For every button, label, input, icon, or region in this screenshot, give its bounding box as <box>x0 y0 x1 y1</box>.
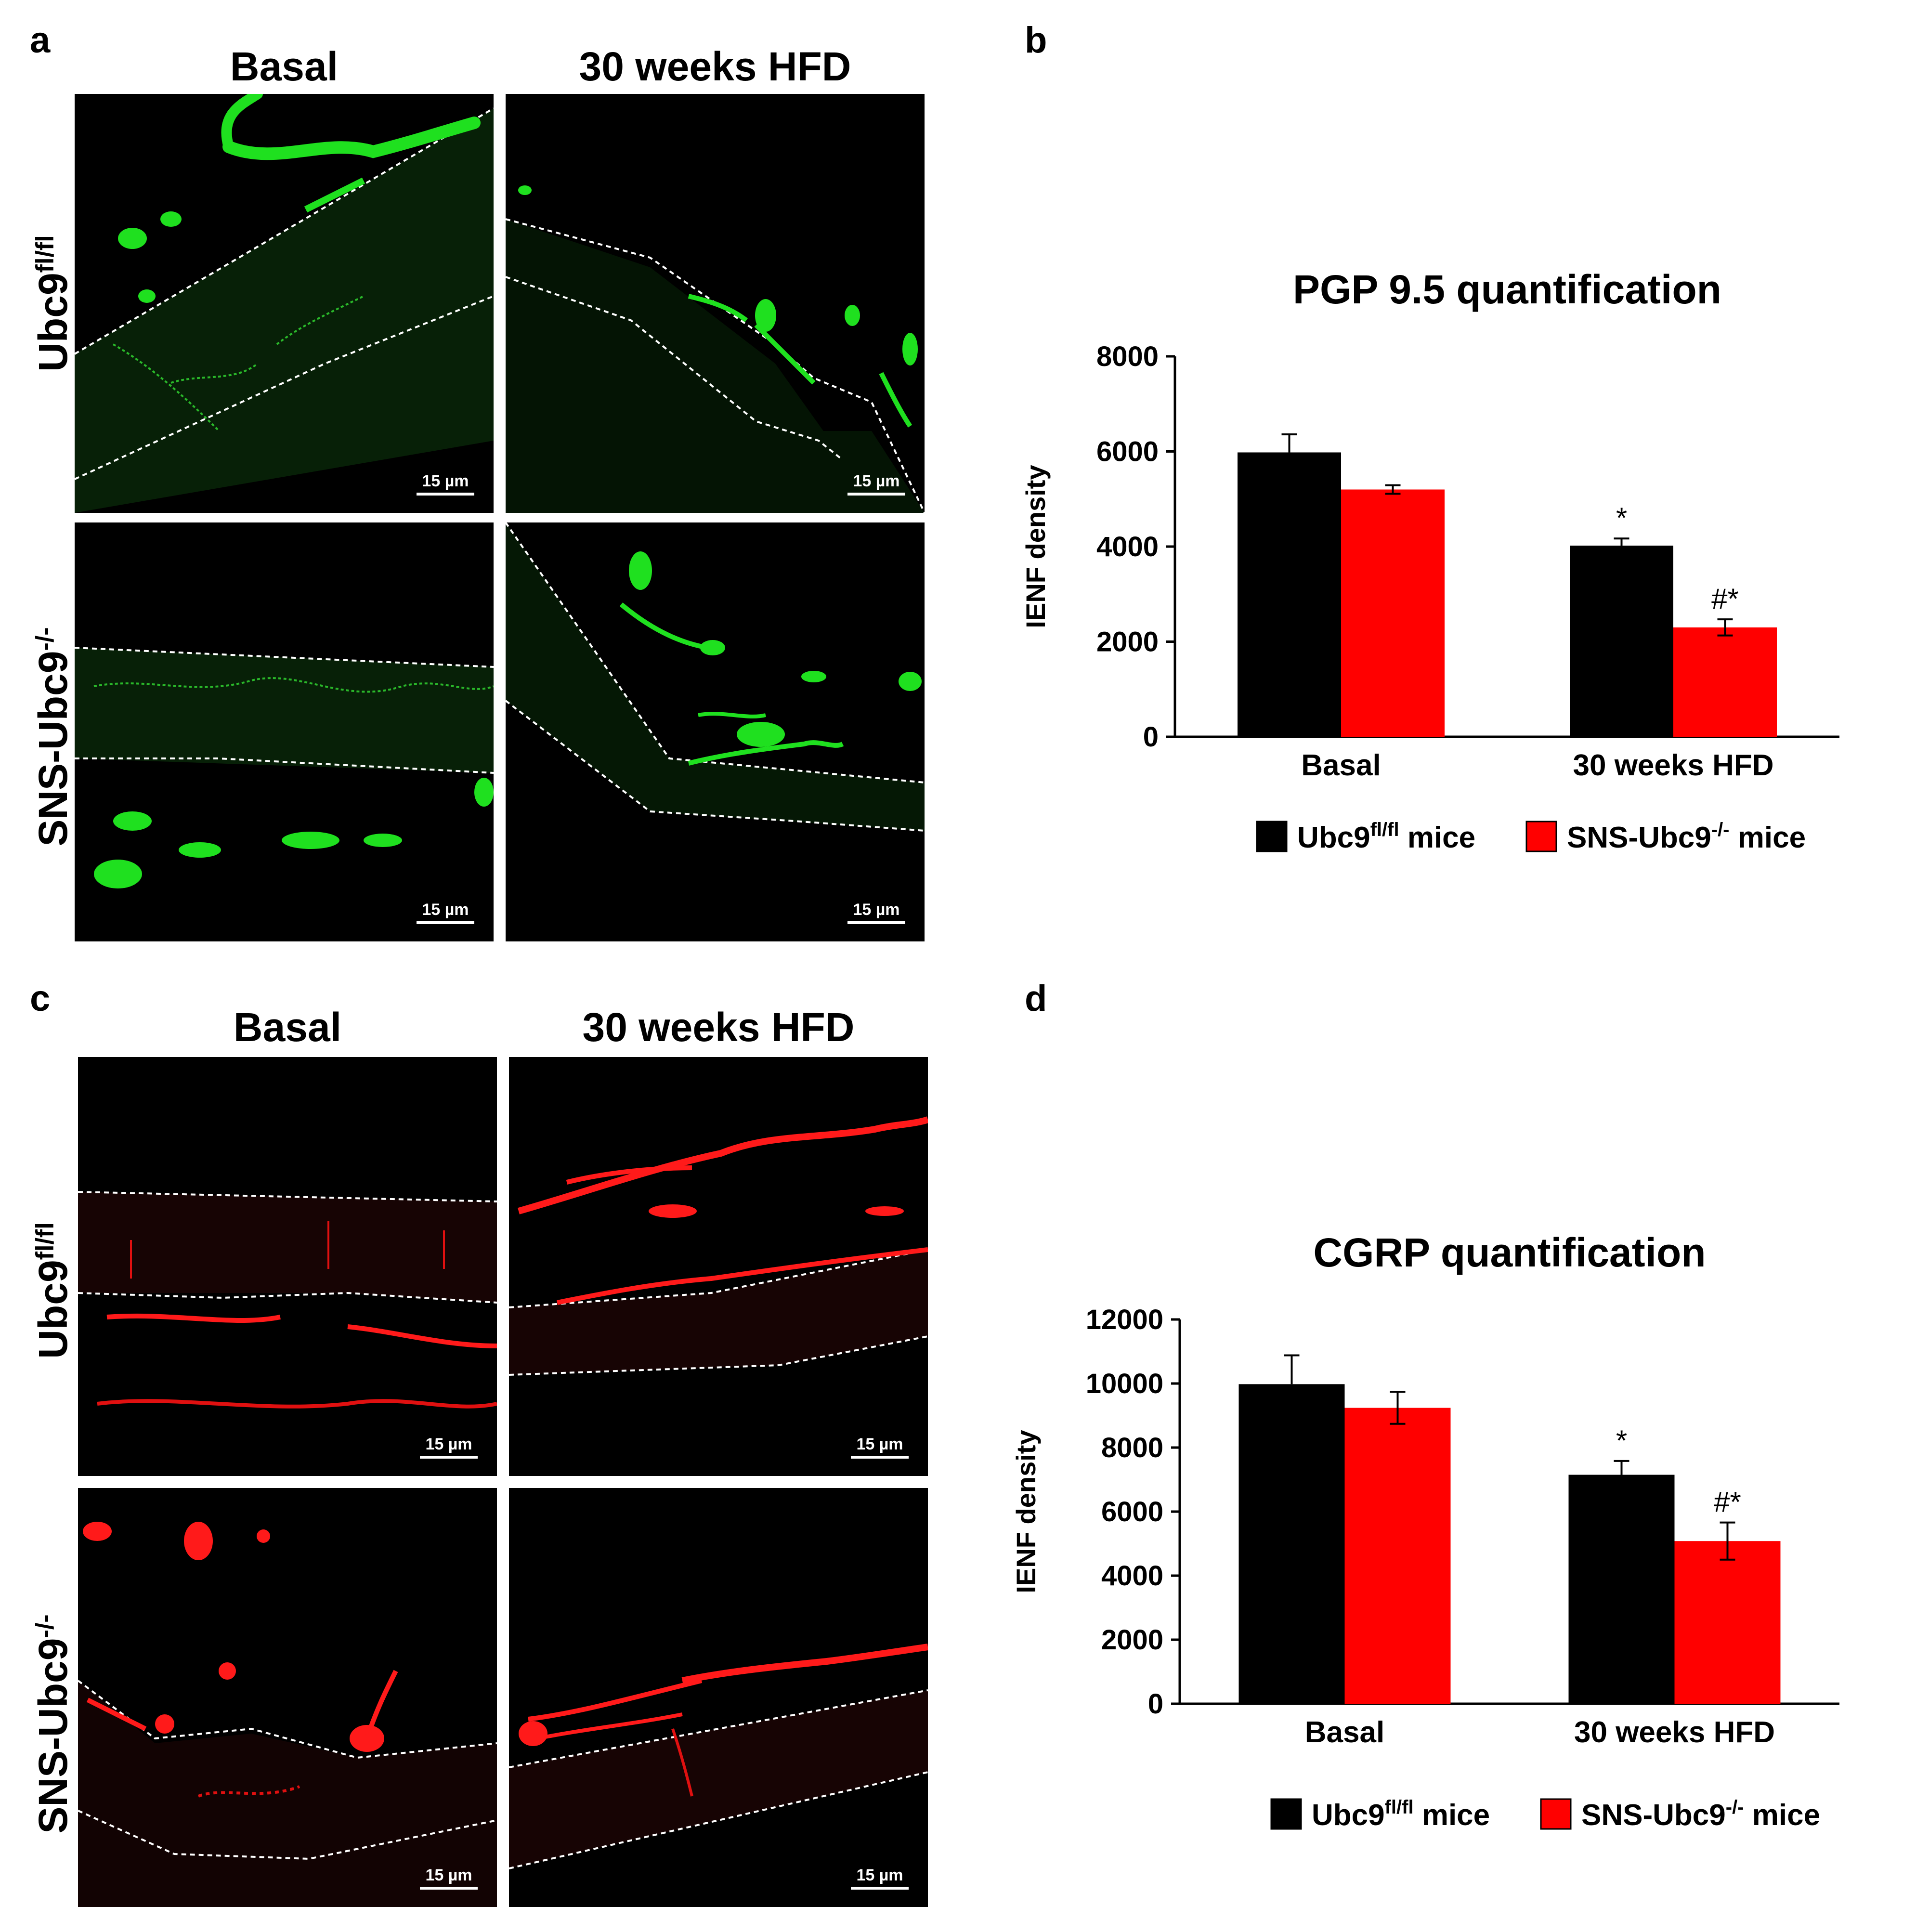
panel-letter-b: b <box>1025 20 1047 61</box>
significance-mark: #* <box>1711 583 1739 615</box>
legend-label: Ubc9fl/fl mice <box>1297 819 1475 854</box>
legend-swatch <box>1525 821 1557 852</box>
column-header-hfd: 30 weeks HFD <box>582 1005 855 1050</box>
legend-swatch <box>1270 1798 1302 1830</box>
scale-bar-label: 15 µm <box>856 1435 903 1453</box>
y-tick-label: 2000 <box>1101 1624 1163 1656</box>
row-header-base: SNS-Ubc9 <box>30 1638 76 1834</box>
micrograph-pgp-ubc9-hfd: 15 µm <box>506 94 925 513</box>
column-header-basal: Basal <box>230 44 339 89</box>
nerve-fiber-image <box>75 94 494 513</box>
legend-label: SNS-Ubc9-/- mice <box>1567 819 1806 854</box>
row-header-base: Ubc9 <box>30 273 76 372</box>
scale-bar-label: 15 µm <box>425 1866 472 1884</box>
x-tick-label: 30 weeks HFD <box>1573 749 1774 782</box>
bar <box>1238 1384 1345 1704</box>
scale-bar: 15 µm <box>851 1435 909 1459</box>
scale-bar: 15 µm <box>420 1866 478 1890</box>
row-header-sup: -/- <box>31 627 59 651</box>
panel-letter-c: c <box>30 978 51 1019</box>
scale-bar-label: 15 µm <box>853 901 900 919</box>
y-tick-label: 6000 <box>1096 436 1159 468</box>
y-tick-label: 12000 <box>1086 1304 1163 1335</box>
micrograph-cgrp-ko-hfd: 15 µm <box>509 1488 928 1907</box>
scale-bar-label: 15 µm <box>422 472 469 490</box>
legend-label: SNS-Ubc9-/- mice <box>1581 1797 1820 1832</box>
y-axis-label: IENF density <box>1011 1430 1041 1593</box>
micrograph-cgrp-ko-basal: 15 µm <box>78 1488 497 1907</box>
y-tick-label: 6000 <box>1101 1496 1163 1527</box>
scale-bar: 15 µm <box>417 472 474 496</box>
scale-bar-label: 15 µm <box>853 472 900 490</box>
nerve-fiber-image <box>75 647 494 888</box>
y-axis-label: IENF density <box>1020 465 1051 628</box>
scale-bar: 15 µm <box>851 1866 909 1890</box>
nerve-fiber-image <box>78 1522 497 1907</box>
chart-title: PGP 9.5 quantification <box>1293 267 1721 312</box>
significance-mark: #* <box>1714 1486 1741 1518</box>
significance-mark: * <box>1616 1424 1627 1457</box>
micrograph-pgp-ubc9-basal: 15 µm <box>75 94 494 513</box>
column-header-hfd: 30 weeks HFD <box>579 44 851 89</box>
y-tick-label: 0 <box>1148 1688 1163 1720</box>
scale-bar: 15 µm <box>847 901 905 924</box>
y-tick-label: 4000 <box>1101 1560 1163 1592</box>
bar <box>1238 452 1341 737</box>
nerve-fiber-image <box>506 185 925 513</box>
y-tick-label: 8000 <box>1096 341 1159 372</box>
y-tick-label: 8000 <box>1101 1432 1163 1463</box>
bar <box>1344 1408 1451 1704</box>
significance-mark: * <box>1616 502 1627 534</box>
chart-cgrp-quantification: CGRP quantification IENF density 0 2000 4000… <box>1011 1230 1839 1832</box>
scale-bar-label: 15 µm <box>425 1435 472 1453</box>
micrograph-cgrp-ubc9-hfd: 15 µm <box>509 1057 928 1476</box>
chart-pgp-quantification: PGP 9.5 quantification IENF density 0 2000 4… <box>1020 267 1839 854</box>
micrograph-pgp-ko-hfd: 15 µm <box>506 522 925 941</box>
legend-swatch <box>1540 1798 1572 1830</box>
scale-bar: 15 µm <box>847 472 905 496</box>
column-header-basal: Basal <box>233 1005 342 1050</box>
row-header-sup: -/- <box>31 1614 59 1638</box>
row-header-sup: fl/fl <box>31 235 59 273</box>
nerve-fiber-image <box>506 522 925 832</box>
y-tick-label: 10000 <box>1086 1368 1163 1399</box>
panel-letter-d: d <box>1025 978 1047 1019</box>
row-header-base: Ubc9 <box>30 1260 76 1359</box>
row-header-base: SNS-Ubc9 <box>30 651 76 847</box>
legend-label: Ubc9fl/fl mice <box>1312 1797 1490 1832</box>
scale-bar-label: 15 µm <box>856 1866 903 1884</box>
row-header-sns-ubc9-ko: SNS-Ubc9-/- <box>29 602 77 872</box>
x-tick-label: 30 weeks HFD <box>1574 1716 1775 1749</box>
bar <box>1674 1541 1781 1704</box>
row-header-sns-ubc9-ko: SNS-Ubc9-/- <box>29 1589 77 1859</box>
legend-swatch <box>1256 821 1288 852</box>
scale-bar-label: 15 µm <box>422 901 469 919</box>
y-tick-label: 2000 <box>1096 627 1159 658</box>
micrograph-pgp-ko-basal: 15 µm <box>75 522 494 941</box>
bar <box>1570 546 1673 737</box>
nerve-fiber-image <box>509 1116 928 1376</box>
panel-letter-a: a <box>30 20 51 61</box>
y-tick-label: 4000 <box>1096 531 1159 562</box>
row-header-sup: fl/fl <box>31 1222 59 1260</box>
scale-bar: 15 µm <box>417 901 474 924</box>
chart-title: CGRP quantification <box>1313 1230 1706 1275</box>
row-header-ubc9-flfl: Ubc9fl/fl <box>29 193 77 414</box>
nerve-fiber-image <box>509 1644 928 1869</box>
y-tick-label: 0 <box>1143 721 1159 753</box>
x-tick-label: Basal <box>1301 749 1381 782</box>
nerve-fiber-image <box>78 1191 497 1409</box>
micrograph-cgrp-ubc9-basal: 15 µm <box>78 1057 497 1476</box>
bar <box>1568 1475 1675 1704</box>
row-header-ubc9-flfl: Ubc9fl/fl <box>29 1180 77 1401</box>
bar <box>1673 627 1777 737</box>
x-tick-label: Basal <box>1305 1716 1384 1749</box>
scale-bar: 15 µm <box>420 1435 478 1459</box>
bar <box>1341 489 1445 737</box>
